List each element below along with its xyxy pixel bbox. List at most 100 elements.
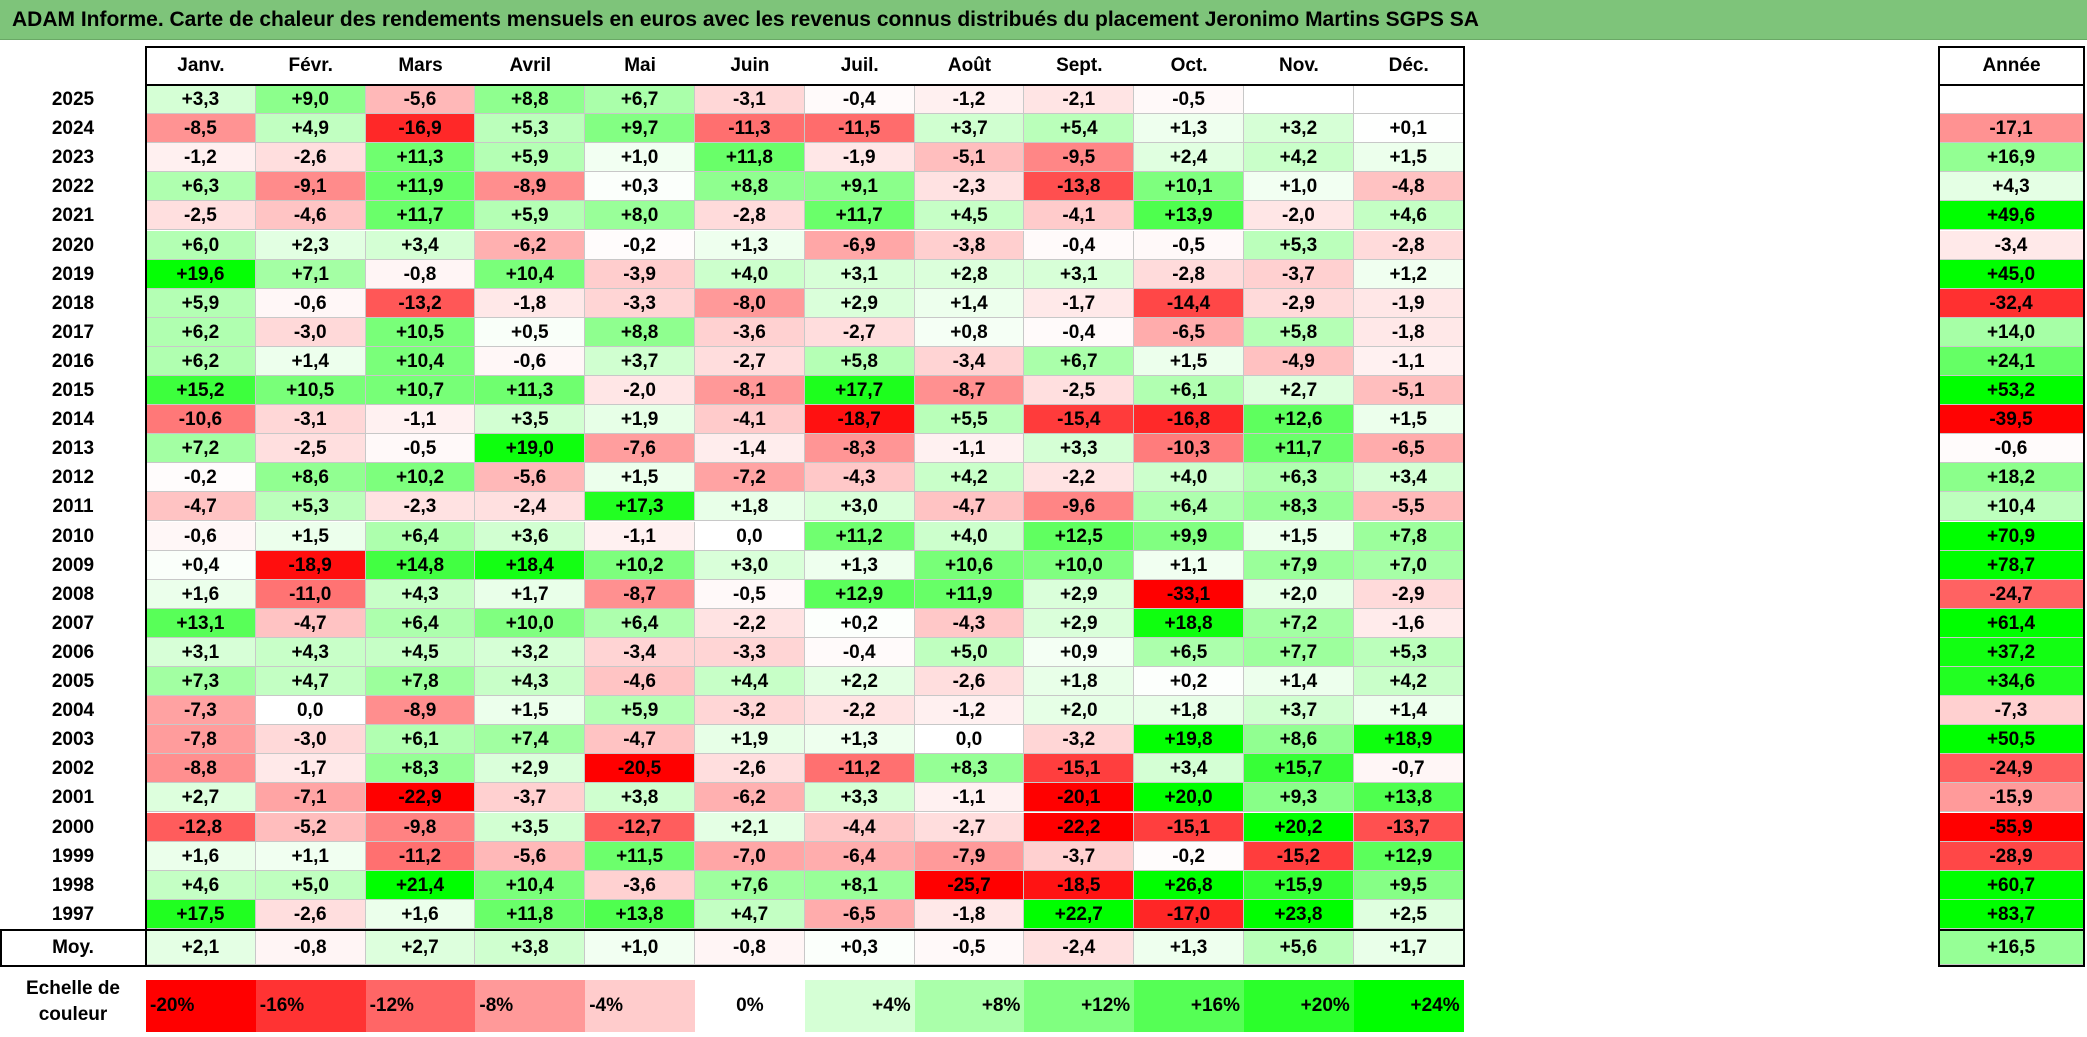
heatmap-cell: +26,8: [1134, 870, 1244, 900]
heatmap-cell: -0,2: [1134, 841, 1244, 871]
heatmap-cell: -2,1: [1024, 85, 1135, 115]
heatmap-cell: +1,4: [255, 346, 366, 376]
heatmap-cell: +21,4: [365, 870, 476, 900]
heatmap-cell: -3,8: [914, 230, 1025, 260]
heatmap-cell: +5,0: [914, 637, 1025, 667]
heatmap-cell: +8,3: [365, 754, 476, 784]
heatmap-cell: +10,0: [475, 608, 586, 638]
heatmap-cell: +19,6: [146, 259, 256, 289]
scale-swatch: 0%: [695, 980, 805, 1032]
heatmap-cell: -6,5: [1134, 317, 1244, 347]
heatmap-cell: +6,2: [146, 346, 256, 376]
heatmap-cell: -3,2: [1024, 725, 1135, 755]
heatmap-cell: +3,1: [804, 259, 915, 289]
heatmap-cell: +6,7: [1024, 346, 1135, 376]
heatmap-cell: +5,3: [1353, 637, 1464, 667]
heatmap-cell: -6,2: [695, 783, 805, 813]
heatmap-cell: +1,3: [695, 230, 805, 260]
heatmap-cell: -4,3: [804, 463, 915, 493]
heatmap-cell: -2,2: [804, 696, 915, 726]
heatmap-cell: +1,3: [804, 550, 915, 580]
heatmap-cell: -2,6: [255, 143, 366, 173]
heatmap-cell: -4,7: [585, 725, 695, 755]
heatmap-cell: +4,5: [365, 637, 476, 667]
average-cell: +1,3: [1134, 930, 1244, 965]
heatmap-cell: +3,0: [804, 492, 915, 522]
heatmap-cell: +5,8: [804, 346, 915, 376]
heatmap-cell: -9,5: [1024, 143, 1135, 173]
heatmap-cell: -6,5: [804, 899, 915, 929]
average-divider: [1939, 928, 2084, 931]
heatmap-cell: +5,9: [146, 288, 256, 318]
heatmap-cell: -1,2: [914, 85, 1025, 115]
heatmap-cell: +3,6: [475, 521, 586, 551]
average-bottom: [0, 964, 1464, 967]
month-header: Mars: [398, 55, 443, 76]
heatmap-cell: +11,3: [365, 143, 476, 173]
heatmap-cell: -2,0: [1244, 201, 1354, 231]
year-label: 2019: [51, 263, 95, 285]
heatmap-cell: +7,6: [695, 870, 805, 900]
year-label: 2005: [51, 671, 95, 692]
annual-cell: -7,3: [1939, 696, 2084, 726]
heatmap-cell: -8,9: [475, 172, 586, 202]
heatmap-cell: +1,1: [1134, 550, 1244, 580]
average-cell: +2,7: [365, 930, 476, 965]
heatmap-cell: +3,2: [1244, 114, 1354, 144]
heatmap-cell: -5,6: [475, 463, 586, 493]
heatmap-cell: -1,1: [914, 434, 1025, 464]
heatmap-cell: -5,5: [1353, 492, 1464, 522]
annual-cell: +34,6: [1939, 667, 2084, 697]
heatmap-cell: -11,3: [695, 114, 805, 144]
year-label: 2024: [51, 118, 95, 140]
heatmap-cell: -8,3: [804, 434, 915, 464]
heatmap-cell: -18,5: [1024, 870, 1135, 900]
heatmap-cell: +3,4: [1134, 754, 1244, 784]
heatmap-cell: +8,3: [914, 754, 1025, 784]
heatmap-cell: +17,3: [585, 492, 695, 522]
heatmap-cell: -0,6: [255, 288, 366, 318]
average-annual-cell: +16,5: [1939, 930, 2084, 965]
heatmap-cell: +22,7: [1024, 899, 1135, 929]
heatmap-cell: +2,9: [1024, 579, 1135, 609]
annual-cell: +16,9: [1939, 143, 2084, 173]
heatmap-cell: +11,3: [475, 376, 586, 406]
heatmap-cell: -3,9: [585, 259, 695, 289]
heatmap-cell: +10,7: [365, 376, 476, 406]
annual-cell: +4,3: [1939, 172, 2084, 202]
heatmap-cell: +23,8: [1244, 899, 1354, 929]
heatmap-cell: +3,3: [804, 783, 915, 813]
heatmap-cell: -3,4: [585, 637, 695, 667]
heatmap-cell: -15,1: [1134, 812, 1244, 842]
heatmap-cell: +2,0: [1244, 579, 1354, 609]
heatmap-cell: +10,4: [475, 870, 586, 900]
annual-cell: +61,4: [1939, 608, 2084, 638]
heatmap-cell: +4,3: [365, 579, 476, 609]
heatmap-cell: -8,9: [365, 696, 476, 726]
heatmap-cell: +6,4: [365, 521, 476, 551]
heatmap-cell: +9,7: [585, 114, 695, 144]
scale-swatch: -4%: [585, 980, 695, 1032]
heatmap-cell: 0,0: [695, 521, 805, 551]
heatmap-cell: -11,0: [255, 579, 366, 609]
heatmap-cell: +1,6: [146, 579, 256, 609]
heatmap-cell: -3,3: [585, 288, 695, 318]
heatmap-cell: -0,4: [804, 85, 915, 115]
heatmap-cell: -3,0: [255, 725, 366, 755]
annual-header: Année: [1982, 55, 2041, 76]
heatmap-cell: +0,2: [1134, 667, 1244, 697]
heatmap-cell: +6,5: [1134, 637, 1244, 667]
heatmap-cell: +5,3: [1244, 230, 1354, 260]
heatmap-cell: +8,3: [1244, 492, 1354, 522]
heatmap-cell: -9,8: [365, 812, 476, 842]
annual-cell: [1939, 85, 2084, 115]
year-label: 2022: [51, 176, 95, 198]
heatmap-cell: +3,2: [475, 637, 586, 667]
chart-title: ADAM Informe. Carte de chaleur des rende…: [0, 0, 2087, 40]
heatmap-cell: +3,5: [475, 405, 586, 435]
heatmap-cell: +7,8: [365, 667, 476, 697]
heatmap-cell: -22,2: [1024, 812, 1135, 842]
heatmap-cell: -7,9: [914, 841, 1025, 871]
heatmap-cell: +11,2: [804, 521, 915, 551]
year-label: 2020: [51, 234, 95, 256]
